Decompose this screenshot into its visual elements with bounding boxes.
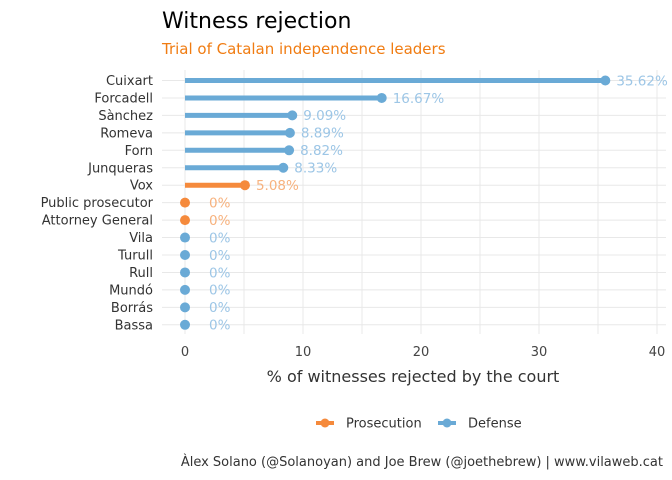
x-tick-label: 20 bbox=[413, 345, 430, 360]
legend-label: Defense bbox=[468, 417, 522, 432]
legend-swatch-point bbox=[442, 418, 452, 428]
gridlines bbox=[162, 70, 666, 334]
data-label: 0% bbox=[209, 265, 231, 281]
lollipop-point bbox=[180, 319, 190, 330]
category-label: Cuixart bbox=[106, 74, 153, 89]
category-label: Turull bbox=[117, 249, 153, 264]
data-label: 8.89% bbox=[301, 126, 344, 142]
category-label: Romeva bbox=[100, 126, 153, 141]
category-label: Rull bbox=[129, 266, 153, 281]
x-tick-label: 30 bbox=[531, 345, 548, 360]
data-label: 0% bbox=[209, 283, 231, 299]
x-axis-ticks: 0 10 20 30 40 bbox=[181, 345, 665, 360]
data-label: 0% bbox=[209, 213, 231, 229]
data-label: 0% bbox=[209, 195, 231, 211]
data-labels: 35.62%16.67%9.09%8.89%8.82%8.33%5.08%0%0… bbox=[209, 73, 668, 333]
lollipop-marks bbox=[180, 75, 611, 330]
lollipop-point bbox=[278, 162, 289, 173]
category-label: Forn bbox=[125, 144, 153, 159]
chart-title: Witness rejection bbox=[162, 9, 351, 34]
category-label: Vox bbox=[130, 179, 153, 194]
data-label: 9.09% bbox=[303, 108, 346, 124]
category-labels: Cuixart Forcadell Sànchez Romeva Forn Junquer… bbox=[41, 74, 154, 333]
category-label: Sànchez bbox=[98, 109, 153, 124]
lollipop-point bbox=[284, 145, 295, 156]
lollipop-point bbox=[180, 302, 190, 313]
data-label: 16.67% bbox=[393, 91, 445, 107]
x-tick-label: 0 bbox=[181, 345, 189, 360]
lollipop-point bbox=[180, 232, 190, 243]
lollipop-point bbox=[180, 250, 190, 260]
data-label: 5.08% bbox=[256, 178, 299, 194]
data-label: 0% bbox=[209, 248, 231, 264]
category-label: Vila bbox=[129, 231, 153, 246]
data-label: 0% bbox=[209, 230, 231, 246]
legend-label: Prosecution bbox=[346, 417, 422, 432]
category-label: Attorney General bbox=[42, 214, 153, 229]
legend-item-defense: Defense bbox=[438, 417, 522, 432]
data-label: 0% bbox=[209, 300, 231, 316]
category-label: Junqueras bbox=[87, 161, 153, 176]
chart-subtitle: Trial of Catalan independence leaders bbox=[161, 40, 446, 58]
x-tick-label: 10 bbox=[295, 345, 312, 360]
lollipop-point bbox=[180, 197, 190, 208]
data-label: 8.82% bbox=[300, 143, 343, 159]
category-label: Borrás bbox=[111, 301, 153, 316]
lollipop-point bbox=[284, 127, 295, 138]
x-tick-label: 40 bbox=[649, 345, 666, 360]
chart-caption: Àlex Solano (@Solanoyan) and Joe Brew (@… bbox=[181, 454, 663, 470]
category-label: Bassa bbox=[115, 318, 153, 333]
lollipop-point bbox=[180, 284, 190, 295]
data-label: 35.62% bbox=[616, 73, 668, 89]
legend: Prosecution Defense bbox=[316, 417, 522, 432]
lollipop-point bbox=[287, 110, 298, 121]
legend-item-prosecution: Prosecution bbox=[316, 417, 422, 432]
data-label: 0% bbox=[209, 318, 231, 334]
category-label: Mundó bbox=[109, 283, 153, 298]
lollipop-point bbox=[239, 180, 250, 191]
category-label: Public prosecutor bbox=[41, 196, 154, 211]
lollipop-point bbox=[600, 75, 611, 86]
data-label: 8.33% bbox=[294, 161, 337, 177]
lollipop-point bbox=[180, 267, 190, 278]
category-label: Forcadell bbox=[94, 91, 153, 106]
lollipop-point bbox=[180, 215, 190, 226]
x-axis-label: % of witnesses rejected by the court bbox=[267, 367, 560, 386]
legend-swatch-point bbox=[320, 418, 330, 428]
lollipop-point bbox=[376, 92, 387, 103]
